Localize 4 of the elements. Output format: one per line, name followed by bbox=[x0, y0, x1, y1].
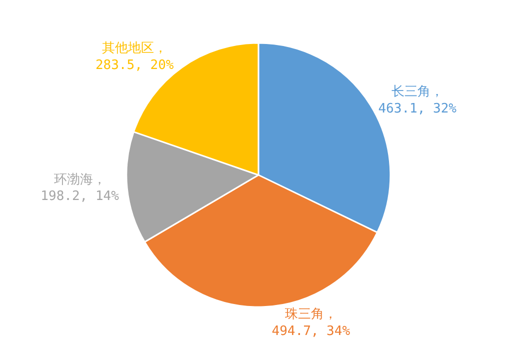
slice-label: 环渤海，198.2, 14% bbox=[40, 172, 120, 204]
slice-label: 其他地区，283.5, 20% bbox=[95, 40, 174, 73]
slice-label: 长三角，463.1, 32% bbox=[378, 84, 457, 116]
slice-label: 珠三角，494.7, 34% bbox=[272, 306, 350, 339]
